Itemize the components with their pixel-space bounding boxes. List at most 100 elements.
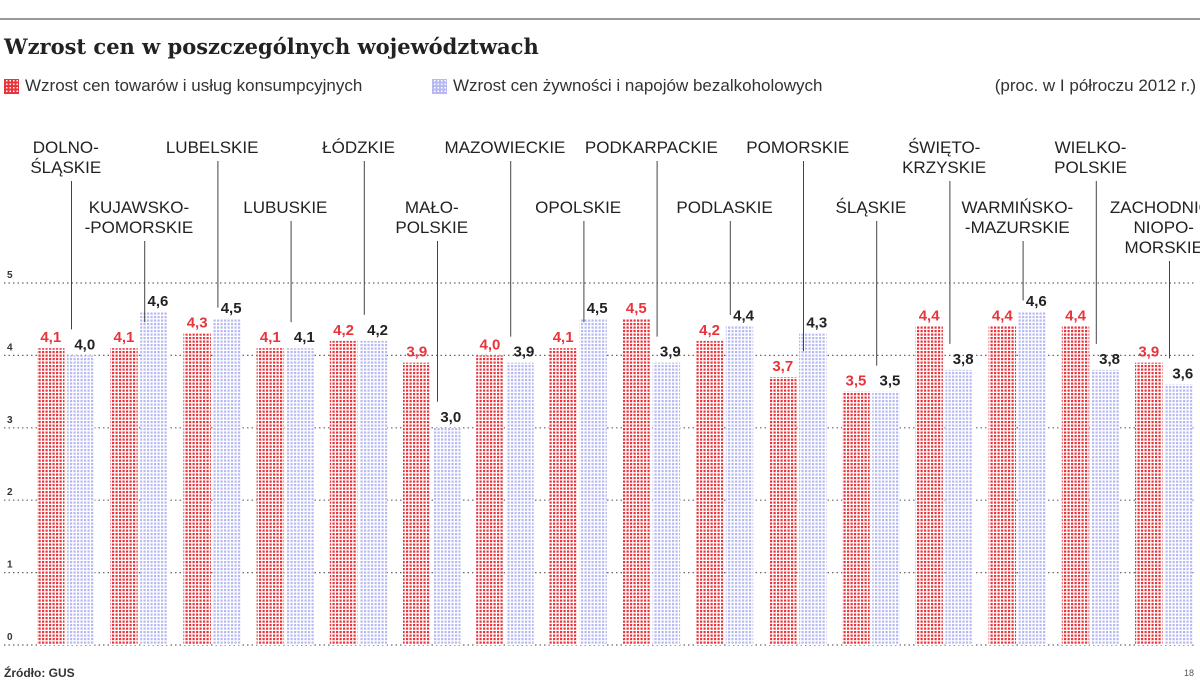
category-label-6: MAZOWIECKIE — [444, 138, 565, 157]
category-label-5: MAŁO- — [405, 198, 459, 217]
value-label-series2-1: 4,6 — [148, 293, 169, 310]
bar-series2-5 — [433, 427, 461, 645]
value-label-series2-13: 4,6 — [1026, 293, 1047, 310]
legend-item-series2: Wzrost cen żywności i napojów bezalkohol… — [432, 76, 822, 96]
legend-swatch-blue — [432, 78, 447, 94]
value-label-series1-8: 4,5 — [626, 300, 647, 317]
category-label-7: OPOLSKIE — [535, 198, 621, 217]
top-rule — [0, 18, 1200, 20]
value-label-series2-8: 3,9 — [660, 344, 681, 361]
chart-title: Wzrost cen w poszczególnych województwac… — [4, 34, 539, 59]
value-label-series2-5: 3,0 — [440, 409, 461, 426]
unit-note: (proc. w I półroczu 2012 r.) — [994, 76, 1196, 95]
labels-layer: 4,1 4,0DOLNO-ŚLĄSKIE4,14,6KUJAWSKO--POMOR… — [30, 138, 1200, 426]
category-label-14: POLSKIE — [1054, 158, 1127, 177]
value-label-series1-12: 4,4 — [919, 307, 941, 324]
legend: Wzrost cen towarów i usług konsumpcyjnyc… — [4, 76, 884, 100]
bar-series1-0 — [37, 348, 65, 645]
category-label-10: POMORSKIE — [746, 138, 849, 157]
bar-series2-13 — [1018, 311, 1047, 645]
y-tick-label: 0 — [7, 632, 13, 643]
bar-series2-12 — [945, 369, 973, 645]
y-tick-label: 4 — [7, 342, 13, 353]
bars-layer — [37, 311, 1193, 645]
legend-item-series1: Wzrost cen towarów i usług konsumpcyjnyc… — [4, 76, 362, 96]
category-label-8: PODKARPACKIE — [585, 138, 718, 157]
bar-series2-4 — [359, 340, 388, 645]
page-number: 18 — [1183, 668, 1194, 678]
category-label-3: LUBUSKIE — [243, 198, 327, 217]
value-label-series1-7: 4,1 — [553, 329, 574, 346]
value-label-series2-11: 3,5 — [880, 373, 901, 390]
bar-series1-10 — [769, 377, 797, 645]
bar-series2-7 — [579, 319, 607, 645]
bar-series1-13 — [988, 326, 1017, 645]
category-label-5: POLSKIE — [395, 218, 468, 237]
bar-series1-15 — [1135, 362, 1163, 645]
category-label-1: -POMORSKIE — [85, 218, 194, 237]
legend-label-series1: Wzrost cen towarów i usług konsumpcyjnyc… — [25, 76, 363, 95]
bar-series1-5 — [403, 362, 431, 645]
category-label-15: MORSKIE — [1125, 238, 1200, 257]
category-label-13: WARMIŃSKO- — [961, 198, 1073, 217]
value-label-series2-2: 4,5 — [221, 300, 242, 317]
value-label-series2-7: 4,5 — [587, 300, 608, 317]
bar-series1-11 — [842, 391, 870, 645]
category-label-11: ŚLĄSKIE — [836, 198, 907, 217]
value-label-series1-0: 4,1 — [40, 329, 61, 346]
bar-series2-8 — [652, 362, 681, 645]
category-label-15: NIOPO- — [1134, 218, 1194, 237]
value-label-series1-3: 4,1 — [260, 329, 281, 346]
category-label-4: ŁÓDZKIE — [322, 138, 395, 157]
category-label-2: LUBELSKIE — [166, 138, 259, 157]
bar-series2-9 — [725, 326, 754, 645]
category-label-12: KRZYSKIE — [902, 158, 986, 177]
value-label-series2-9: 4,4 — [733, 307, 755, 324]
category-label-9: PODLASKIE — [676, 198, 772, 217]
bar-series1-9 — [695, 340, 724, 645]
bar-series1-7 — [549, 348, 577, 645]
value-label-series1-6: 4,0 — [480, 336, 501, 353]
bar-series2-0 — [67, 355, 95, 645]
bar-series1-8 — [622, 319, 651, 645]
bar-series2-10 — [799, 333, 827, 645]
value-label-series1-9: 4,2 — [699, 322, 720, 339]
bar-series2-14 — [1091, 369, 1120, 645]
legend-label-series2: Wzrost cen żywności i napojów bezalkohol… — [453, 76, 823, 95]
bar-series2-3 — [286, 348, 315, 645]
bar-series1-3 — [256, 348, 285, 645]
bar-series2-1 — [140, 311, 168, 645]
value-label-series2-0: 4,0 — [74, 336, 95, 353]
bar-series2-11 — [872, 391, 900, 645]
value-label-series2-3: 4,1 — [294, 329, 315, 346]
value-label-series1-15: 3,9 — [1138, 344, 1159, 361]
y-tick-label: 1 — [7, 560, 13, 571]
bar-series1-2 — [183, 333, 211, 645]
value-label-series2-14: 3,8 — [1099, 351, 1120, 368]
value-label-series1-5: 3,9 — [406, 344, 427, 361]
value-label-series1-13: 4,4 — [992, 307, 1014, 324]
value-label-series2-4: 4,2 — [367, 322, 388, 339]
bar-series1-6 — [476, 355, 504, 645]
category-label-1: KUJAWSKO- — [89, 198, 189, 217]
category-label-13: -MAZURSKIE — [965, 218, 1070, 237]
value-label-series1-4: 4,2 — [333, 322, 354, 339]
bar-series1-1 — [110, 348, 138, 645]
value-label-series1-2: 4,3 — [187, 315, 208, 332]
bar-series2-2 — [213, 319, 241, 645]
y-tick-label: 2 — [7, 487, 13, 498]
value-label-series1-1: 4,1 — [114, 329, 135, 346]
category-label-0: ŚLĄSKIE — [30, 158, 101, 177]
value-label-series1-11: 3,5 — [846, 373, 867, 390]
value-label-series2-10: 4,3 — [806, 315, 827, 332]
bar-series1-14 — [1061, 326, 1090, 645]
category-label-15: ZACHODNIO- — [1110, 198, 1200, 217]
bar-series2-6 — [506, 362, 534, 645]
value-label-series1-14: 4,4 — [1065, 307, 1087, 324]
bar-series2-15 — [1165, 384, 1193, 645]
value-label-series2-15: 3,6 — [1172, 365, 1193, 382]
source-note: Źródło: GUS — [4, 666, 75, 680]
y-tick-label: 5 — [7, 270, 13, 281]
legend-swatch-red — [4, 78, 19, 94]
